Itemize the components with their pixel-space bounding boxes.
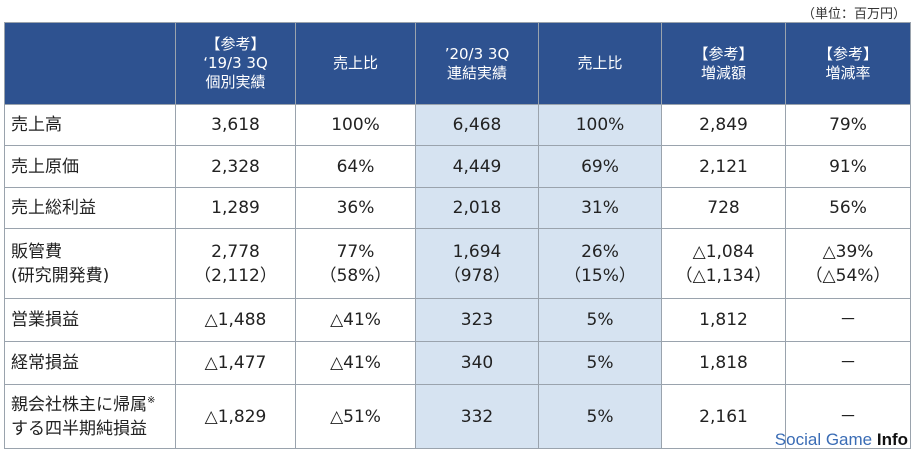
row-label-sub: する四半期純損益 bbox=[11, 418, 147, 439]
watermark-social: Social Game bbox=[774, 430, 877, 449]
table-cell: 64% bbox=[295, 145, 416, 188]
cell-value: 26% bbox=[581, 241, 619, 262]
table-cell: △1,084 （△1,134） bbox=[661, 228, 786, 299]
cell-subvalue: （△1,134） bbox=[675, 265, 772, 286]
header-line: 増減額 bbox=[700, 63, 746, 82]
table-row: 売上原価 2,328 64% 4,449 69% 2,121 91% bbox=[4, 145, 911, 188]
table-cell: △41% bbox=[295, 341, 416, 385]
header-line: 【参考】 bbox=[693, 44, 754, 63]
table-cell: 4,449 bbox=[415, 145, 539, 188]
header-sales-ratio-prev: 売上比 bbox=[295, 22, 416, 105]
row-label: 売上原価 bbox=[4, 145, 176, 188]
table-cell: 77% （58%） bbox=[295, 228, 416, 299]
cell-value: 1,694 bbox=[452, 241, 502, 262]
row-label-main: 親会社株主に帰属 bbox=[11, 394, 147, 415]
table-cell: 340 bbox=[415, 341, 539, 385]
table-cell: 5% bbox=[538, 384, 662, 449]
table-cell: 1,812 bbox=[661, 298, 786, 342]
table-cell: 2,849 bbox=[661, 104, 786, 146]
table-cell: 2,018 bbox=[415, 187, 539, 229]
table-cell: △1,477 bbox=[175, 341, 296, 385]
cell-subvalue: （978） bbox=[443, 265, 511, 286]
row-label: 販管費 (研究開発費) bbox=[4, 228, 176, 299]
table-cell: 5% bbox=[538, 341, 662, 385]
cell-subvalue: （15%） bbox=[564, 265, 636, 286]
unit-label: （単位：百万円） bbox=[801, 7, 906, 22]
table-cell: 2,328 bbox=[175, 145, 296, 188]
footnote-marker: ※ bbox=[147, 394, 156, 406]
table-cell: 3,618 bbox=[175, 104, 296, 146]
table-cell: 100% bbox=[295, 104, 416, 146]
table-cell: 2,778 （2,112） bbox=[175, 228, 296, 299]
table-cell: 31% bbox=[538, 187, 662, 229]
header-line: 個別実績 bbox=[205, 73, 266, 91]
table-cell: △1,488 bbox=[175, 298, 296, 342]
table-cell: － bbox=[785, 298, 911, 342]
table-row: 販管費 (研究開発費) 2,778 （2,112） 77% （58%） 1,69… bbox=[4, 228, 911, 299]
table-cell: △1,829 bbox=[175, 384, 296, 449]
table-cell: 91% bbox=[785, 145, 911, 188]
table-cell: 69% bbox=[538, 145, 662, 188]
header-change-amount: 【参考】 増減額 bbox=[661, 22, 786, 105]
table-row: 経常損益 △1,477 △41% 340 5% 1,818 － bbox=[4, 341, 911, 385]
table-cell: 323 bbox=[415, 298, 539, 342]
cell-subvalue: （2,112） bbox=[194, 265, 277, 286]
header-current-consolidated: ’20/3 3Q 連結実績 bbox=[415, 22, 539, 105]
header-line: 増減率 bbox=[825, 63, 871, 82]
table-cell: 26% （15%） bbox=[538, 228, 662, 299]
header-sales-ratio-current: 売上比 bbox=[538, 22, 662, 105]
row-label-sub: (研究開発費) bbox=[11, 265, 110, 286]
table-cell: 1,289 bbox=[175, 187, 296, 229]
table-cell: 6,468 bbox=[415, 104, 539, 146]
table-cell: 100% bbox=[538, 104, 662, 146]
cell-subvalue: （△54%） bbox=[805, 265, 891, 286]
table-cell: 36% bbox=[295, 187, 416, 229]
table-cell: 1,818 bbox=[661, 341, 786, 385]
table-cell: － bbox=[785, 341, 911, 385]
header-line: 売上比 bbox=[577, 54, 623, 72]
table-row: 営業損益 △1,488 △41% 323 5% 1,812 － bbox=[4, 298, 911, 342]
table-cell: 5% bbox=[538, 298, 662, 342]
table-cell: 332 bbox=[415, 384, 539, 449]
header-corner bbox=[4, 22, 176, 105]
header-line: 【参考】 bbox=[205, 35, 266, 53]
table-cell: 79% bbox=[785, 104, 911, 146]
row-label-main: 販管費 bbox=[11, 241, 62, 262]
cell-value: 77% bbox=[336, 241, 375, 262]
header-change-rate: 【参考】 増減率 bbox=[785, 22, 911, 105]
table-cell: △39% （△54%） bbox=[785, 228, 911, 299]
header-prev-standalone: 【参考】 ‘19/3 3Q 個別実績 bbox=[175, 22, 296, 105]
header-row: 【参考】 ‘19/3 3Q 個別実績 売上比 ’20/3 3Q 連結実績 売上比… bbox=[4, 22, 911, 105]
row-label: 売上高 bbox=[4, 104, 176, 146]
table-cell: △51% bbox=[295, 384, 416, 449]
header-line: ‘19/3 3Q bbox=[203, 54, 268, 72]
watermark-info: Info bbox=[876, 430, 908, 449]
table-cell: △41% bbox=[295, 298, 416, 342]
row-label: 営業損益 bbox=[4, 298, 176, 342]
cell-value: △39% bbox=[822, 241, 874, 262]
watermark-logo: Social Game Info bbox=[775, 430, 908, 450]
cell-subvalue: （58%） bbox=[319, 265, 392, 286]
row-label: 経常損益 bbox=[4, 341, 176, 385]
table-row: 売上総利益 1,289 36% 2,018 31% 728 56% bbox=[4, 187, 911, 229]
table-cell: 2,161 bbox=[661, 384, 786, 449]
row-label: 売上総利益 bbox=[4, 187, 176, 229]
table-cell: 728 bbox=[661, 187, 786, 229]
cell-value: △1,084 bbox=[692, 241, 755, 262]
table-cell: 2,121 bbox=[661, 145, 786, 188]
header-line: 【参考】 bbox=[817, 44, 878, 63]
table-row: 親会社株主に帰属※ する四半期純損益 △1,829 △51% 332 5% 2,… bbox=[4, 384, 911, 449]
header-line: ’20/3 3Q bbox=[444, 44, 510, 63]
cell-value: 2,778 bbox=[211, 241, 260, 262]
table-row: 売上高 3,618 100% 6,468 100% 2,849 79% bbox=[4, 104, 911, 146]
table-cell: 56% bbox=[785, 187, 911, 229]
table-cell: 1,694 （978） bbox=[415, 228, 539, 299]
financial-results-table: 【参考】 ‘19/3 3Q 個別実績 売上比 ’20/3 3Q 連結実績 売上比… bbox=[4, 22, 911, 449]
header-line: 売上比 bbox=[332, 54, 378, 72]
header-line: 連結実績 bbox=[446, 63, 507, 82]
row-label: 親会社株主に帰属※ する四半期純損益 bbox=[4, 384, 176, 449]
table-cell: － bbox=[785, 384, 911, 449]
